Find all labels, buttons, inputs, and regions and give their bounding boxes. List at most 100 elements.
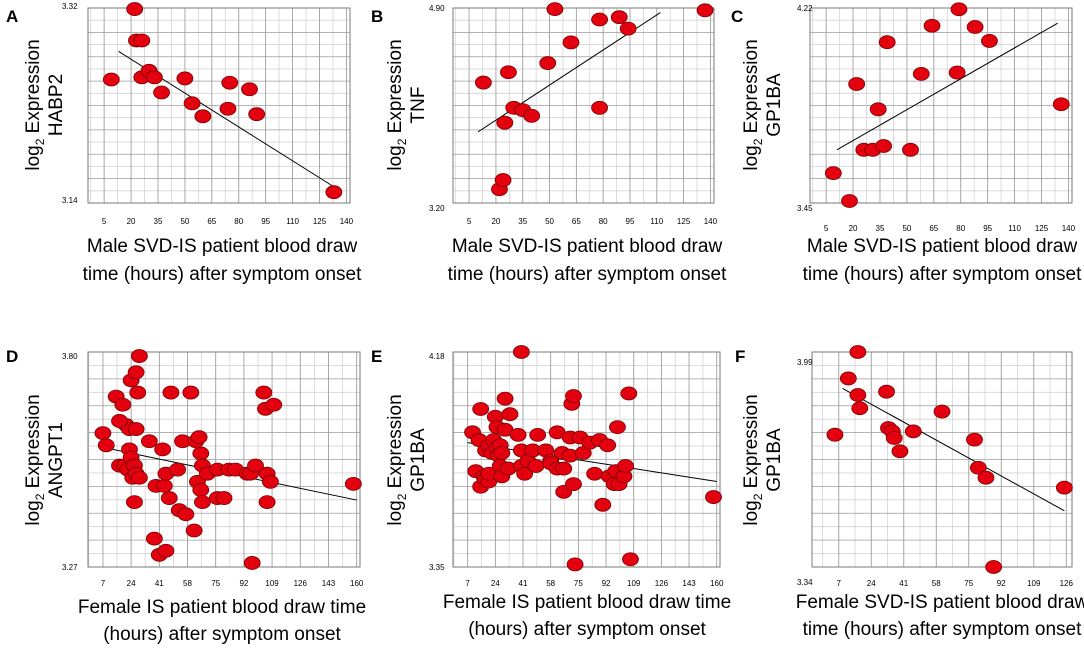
y-axis-gene-label: ANGPT1 (46, 422, 67, 498)
y-axis-gene-label: TNF (408, 87, 429, 124)
data-point (848, 77, 866, 91)
data-point (127, 422, 145, 436)
y-axis-label: log2 Expression TNF (385, 39, 429, 170)
data-point (981, 34, 998, 48)
x-tick-label: 24 (491, 579, 500, 588)
data-point (215, 491, 233, 505)
data-point (529, 427, 547, 442)
x-tick-label: 140 (1062, 224, 1076, 233)
x-tick-label: 35 (876, 224, 885, 233)
data-point (185, 523, 203, 538)
data-point (243, 556, 261, 570)
plot-frame (87, 351, 361, 568)
data-point (194, 495, 211, 509)
expression-text: Expression (23, 39, 44, 138)
data-point (160, 491, 178, 505)
data-point (155, 478, 173, 493)
log-subscript: 2 (395, 138, 409, 145)
data-point (912, 66, 930, 81)
data-point (512, 345, 530, 359)
data-point (177, 507, 195, 522)
x-tick-label: 125 (313, 217, 327, 226)
data-point (496, 391, 514, 406)
data-point (262, 474, 279, 489)
x-axis-label-line2: time (hours) after symptom onset (803, 619, 1082, 640)
log-subscript: 2 (33, 493, 47, 500)
y-tick-label-min: 3.34 (797, 578, 813, 587)
expression-text: Expression (23, 394, 44, 493)
expression-text: Expression (741, 39, 762, 138)
data-point (933, 404, 951, 419)
x-tick-label: 80 (234, 217, 243, 226)
panel-letter: B (371, 7, 383, 26)
panel-letter: F (735, 347, 745, 366)
data-point (344, 476, 362, 491)
expression-text: Expression (385, 39, 406, 138)
x-tick-label: 65 (929, 224, 938, 233)
data-point (950, 2, 968, 17)
data-point (219, 101, 237, 116)
data-point (878, 384, 895, 399)
data-point (126, 495, 143, 509)
log-subscript: 2 (751, 493, 765, 500)
data-point (162, 385, 180, 400)
data-point (94, 426, 112, 441)
data-point (620, 386, 638, 401)
data-point (878, 35, 896, 50)
data-point (221, 75, 239, 90)
data-point (705, 490, 722, 504)
x-tick-label: 143 (322, 579, 336, 588)
x-tick-label: 5 (102, 217, 107, 226)
x-tick-label: 50 (902, 224, 911, 233)
data-point (111, 414, 128, 428)
data-point (126, 2, 144, 16)
log-text: log (741, 500, 762, 525)
data-point (948, 65, 966, 80)
x-axis-label-line2: time (hours) after symptom onset (448, 264, 727, 285)
data-point (977, 470, 995, 485)
x-tick-label: 160 (710, 579, 724, 588)
data-point (610, 10, 628, 25)
x-tick-label: 7 (101, 579, 106, 588)
data-point (546, 2, 564, 17)
panel-letter: E (371, 347, 382, 366)
panel-letter: C (731, 7, 743, 26)
plot-frame (809, 7, 1073, 204)
expression-text: Expression (741, 394, 762, 493)
x-tick-label: 75 (211, 579, 220, 588)
x-axis-label-line1: Female IS patient blood draw time (443, 592, 731, 613)
data-point (192, 446, 210, 461)
y-tick-label-min: 3.35 (429, 563, 445, 572)
x-tick-label: 5 (824, 224, 829, 233)
data-point (501, 407, 519, 422)
y-axis-label: log2 Expression HABP2 (23, 39, 67, 170)
data-point (472, 402, 490, 416)
x-tick-label: 41 (899, 579, 908, 588)
x-tick-label: 126 (1060, 579, 1074, 588)
data-point (985, 560, 1003, 574)
x-axis-label-line2: time (hours) after symptom onset (803, 264, 1082, 285)
x-tick-label: 24 (867, 579, 876, 588)
x-tick-label: 41 (155, 579, 164, 588)
data-point (594, 497, 612, 512)
data-point (102, 72, 120, 87)
data-point (566, 557, 584, 572)
y-axis-label: log2 Expression GP1BA (385, 394, 429, 525)
data-point (153, 85, 170, 100)
data-point (826, 427, 844, 442)
data-point (849, 388, 867, 402)
data-point (145, 531, 163, 546)
x-tick-label: 143 (682, 579, 696, 588)
data-point (169, 462, 186, 477)
y-tick-label-max: 4.22 (797, 4, 813, 13)
data-point (97, 438, 115, 453)
data-point (539, 56, 557, 70)
x-tick-label: 126 (655, 579, 669, 588)
x-tick-label: 109 (1027, 579, 1041, 588)
x-tick-label: 58 (183, 579, 192, 588)
x-tick-label: 109 (265, 579, 279, 588)
plot-frame (452, 351, 721, 568)
data-point (565, 477, 582, 492)
data-point (523, 108, 541, 123)
